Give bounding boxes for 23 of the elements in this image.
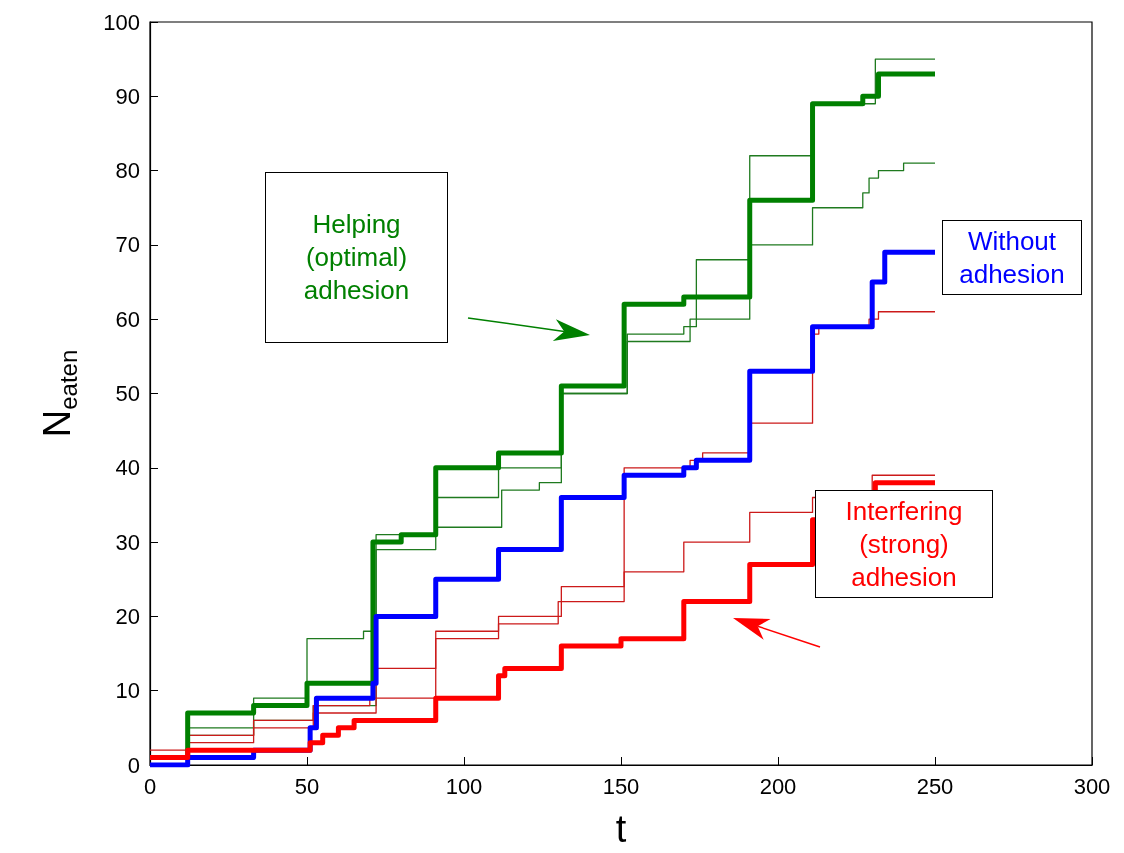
x-tick-label: 150 [602, 773, 640, 799]
y-axis-title: Neaten [36, 349, 82, 438]
y-tick-label: 40 [115, 455, 140, 481]
y-tick-label: 50 [115, 381, 140, 406]
y-tick-label: 80 [115, 158, 140, 184]
y-tick-label: 100 [103, 9, 140, 35]
x-tick-label: 100 [445, 773, 483, 799]
x-tick-label: 200 [759, 773, 797, 799]
text-box: Interfering (strong) adhesion [815, 490, 993, 598]
x-tick-label: 250 [916, 773, 954, 799]
x-tick-label: 300 [1073, 773, 1111, 799]
y-tick-label: 20 [115, 603, 140, 629]
text-box: Helping (optimal) adhesion [265, 172, 448, 343]
y-tick-label: 60 [115, 306, 140, 332]
y-tick-label: 90 [115, 83, 140, 109]
y-tick-label: 10 [115, 678, 140, 704]
x-tick-label: 50 [294, 773, 320, 799]
y-tick-label: 70 [115, 232, 140, 258]
y-tick-label: 30 [115, 529, 140, 555]
y-tick-label: 0 [127, 752, 140, 778]
x-axis-title: t [615, 808, 627, 850]
x-tick-label: 0 [143, 773, 157, 799]
text-box: Without adhesion [942, 220, 1082, 295]
